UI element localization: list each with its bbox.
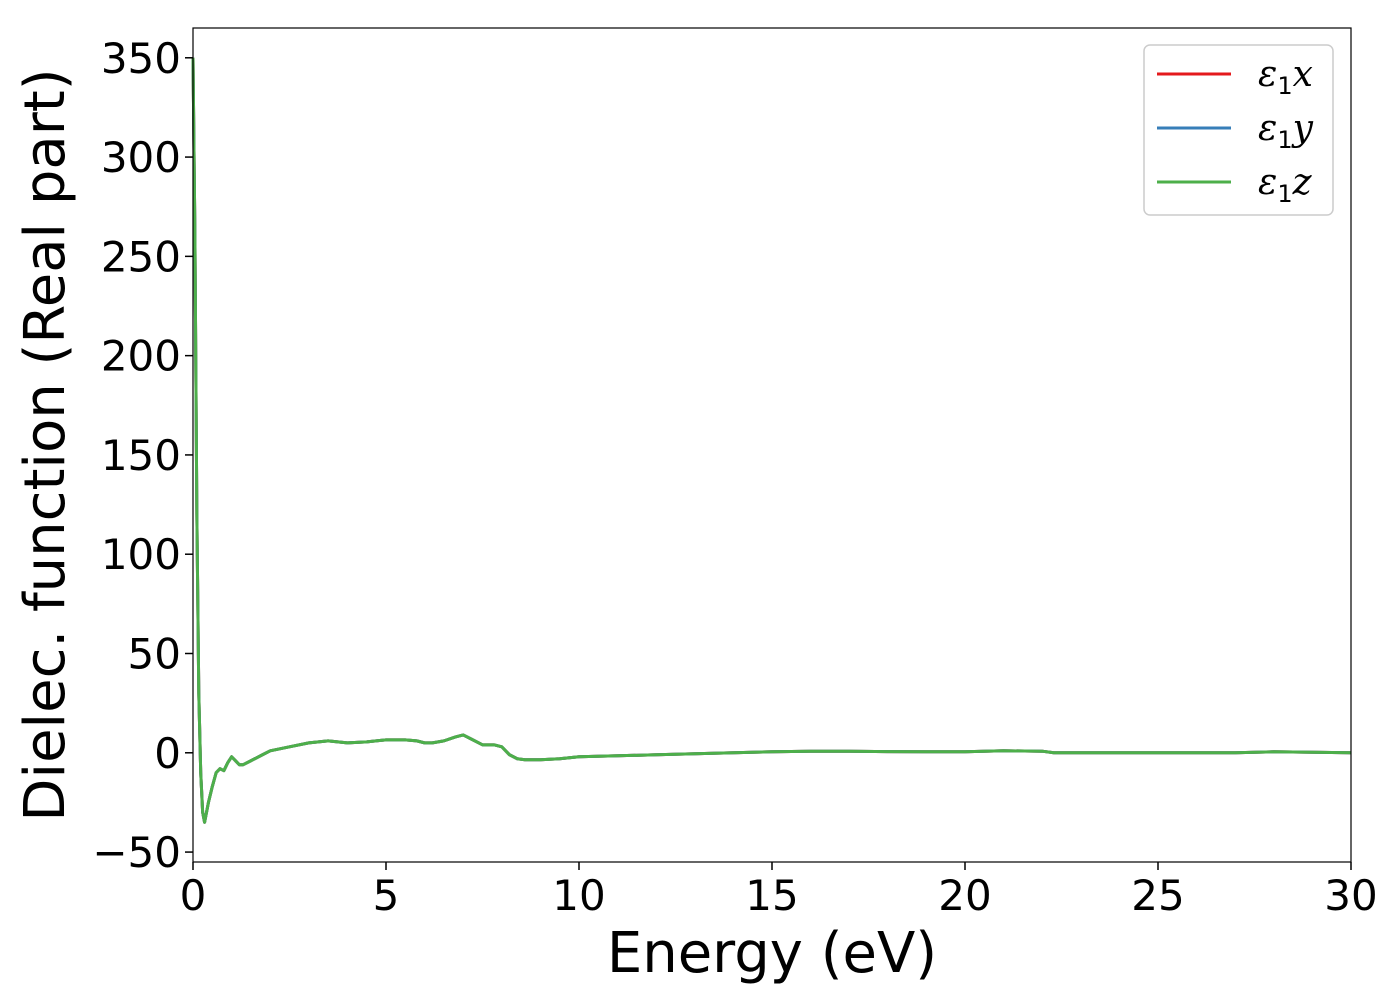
y-axis: −50 0 50 100 150 200 250 300 350 (92, 34, 193, 877)
legend-subscript: 1 (1277, 180, 1292, 208)
y-tick-label: 200 (101, 332, 181, 381)
legend-entry-z: ε1z (1258, 162, 1313, 208)
legend-symbol: ε (1258, 162, 1277, 203)
x-tick-label: 10 (552, 871, 605, 920)
y-tick-label: −50 (92, 828, 181, 877)
y-tick-label: 150 (101, 431, 181, 480)
x-tick-label: 25 (1131, 871, 1184, 920)
y-tick-label: 100 (101, 530, 181, 579)
x-tick-label: 20 (938, 871, 991, 920)
legend-symbol: ε (1258, 54, 1277, 95)
y-tick-label: 50 (128, 630, 181, 679)
y-tick-label: 300 (101, 133, 181, 182)
y-tick-label: 0 (154, 729, 181, 778)
legend-subscript: 1 (1277, 126, 1292, 154)
x-axis: 0 5 10 15 20 25 30 (180, 862, 1378, 920)
legend-variable: y (1291, 108, 1314, 149)
legend-variable: x (1293, 54, 1313, 95)
y-tick-label: 250 (101, 232, 181, 281)
x-tick-label: 30 (1324, 871, 1377, 920)
legend-subscript: 1 (1277, 72, 1292, 100)
legend-symbol: ε (1258, 108, 1277, 149)
legend-variable: z (1292, 162, 1313, 203)
legend-entry-y: ε1y (1258, 108, 1314, 154)
x-axis-label: Energy (eV) (607, 921, 937, 986)
y-axis-label: Dielec. function (Real part) (13, 68, 78, 821)
x-tick-label: 15 (745, 871, 798, 920)
y-tick-label: 350 (101, 34, 181, 83)
series-line-z (191, 57, 1352, 824)
x-tick-label: 5 (373, 871, 400, 920)
x-tick-label: 0 (180, 871, 207, 920)
legend-entry-x: ε1x (1258, 54, 1313, 100)
series-layer (191, 57, 1352, 824)
legend-box (1143, 44, 1334, 216)
